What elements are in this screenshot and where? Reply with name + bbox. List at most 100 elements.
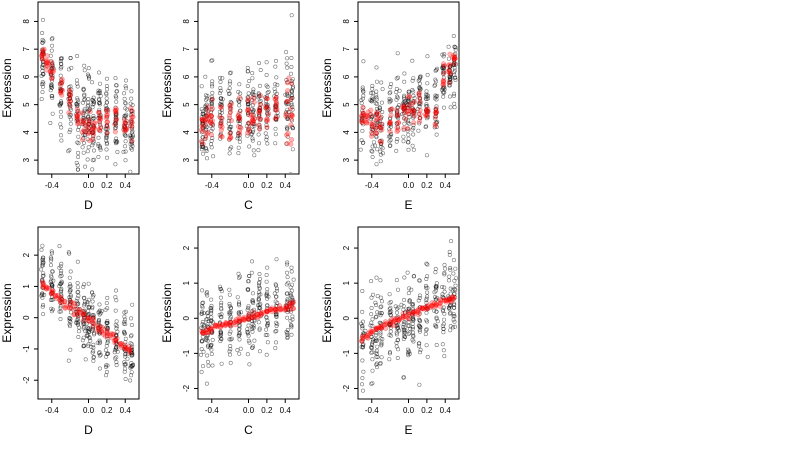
observed-point xyxy=(288,323,293,328)
observed-point xyxy=(58,133,63,138)
fitted-point xyxy=(440,82,446,88)
observed-point xyxy=(410,330,415,335)
observed-point xyxy=(218,314,223,319)
fitted-point xyxy=(199,116,205,122)
observed-point xyxy=(378,330,383,335)
fitted-point xyxy=(451,56,457,62)
observed-point xyxy=(264,135,269,140)
observed-point xyxy=(40,277,45,282)
observed-point xyxy=(123,158,128,163)
x-axis-label: D xyxy=(84,198,93,212)
observed-point xyxy=(388,122,393,127)
fitted-point xyxy=(428,304,434,310)
observed-point xyxy=(98,147,103,152)
observed-point xyxy=(85,315,90,320)
observed-point xyxy=(433,111,438,116)
observed-point xyxy=(204,97,209,102)
observed-point xyxy=(256,141,261,146)
observed-point xyxy=(130,302,135,307)
fitted-point xyxy=(79,110,86,116)
observed-point xyxy=(218,133,223,138)
observed-point xyxy=(387,357,392,362)
observed-point xyxy=(400,314,405,319)
fitted-point xyxy=(373,327,379,333)
observed-point xyxy=(360,87,365,92)
fitted-point xyxy=(411,120,417,126)
observed-point xyxy=(75,280,80,285)
fitted-point xyxy=(285,88,291,94)
observed-point xyxy=(81,295,86,300)
observed-point xyxy=(285,107,290,112)
observed-point xyxy=(257,276,262,281)
observed-point xyxy=(85,332,90,337)
observed-point xyxy=(452,101,457,106)
observed-point xyxy=(369,345,374,350)
observed-point xyxy=(237,312,242,317)
fitted-point xyxy=(207,119,213,125)
observed-point xyxy=(210,337,215,342)
fitted-point xyxy=(104,330,110,336)
observed-point xyxy=(245,352,250,357)
observed-point xyxy=(440,342,445,347)
observed-point xyxy=(206,333,211,338)
observed-point xyxy=(257,271,262,276)
observed-point xyxy=(82,299,87,304)
fitted-point xyxy=(389,106,395,112)
fitted-point xyxy=(203,135,209,141)
fitted-point xyxy=(273,307,279,313)
observed-point xyxy=(454,276,458,281)
observed-point xyxy=(387,98,392,103)
fitted-point xyxy=(246,125,252,131)
observed-point xyxy=(246,313,251,318)
fitted-point xyxy=(452,56,458,62)
observed-point xyxy=(80,145,85,150)
observed-point xyxy=(409,110,414,115)
observed-point xyxy=(87,122,92,127)
observed-point xyxy=(425,274,430,279)
observed-point xyxy=(273,107,278,112)
observed-point xyxy=(219,336,224,341)
observed-point xyxy=(377,311,382,316)
fitted-point xyxy=(58,300,64,306)
observed-point xyxy=(266,89,271,94)
fitted-point xyxy=(361,334,367,340)
fitted-point xyxy=(447,62,453,68)
observed-point xyxy=(67,322,72,327)
observed-point xyxy=(218,320,223,325)
observed-point xyxy=(86,128,91,133)
fitted-point xyxy=(283,111,289,117)
fitted-point xyxy=(273,96,279,102)
observed-point xyxy=(236,89,241,94)
fitted-point xyxy=(406,93,412,100)
fitted-point xyxy=(401,103,407,109)
observed-point xyxy=(81,110,86,115)
observed-point xyxy=(245,84,250,89)
observed-point xyxy=(401,134,406,139)
observed-point xyxy=(395,75,400,80)
observed-point xyxy=(370,368,375,373)
fitted-point xyxy=(232,322,238,328)
fitted-point xyxy=(245,108,251,114)
observed-point xyxy=(275,300,280,305)
fitted-point xyxy=(204,114,210,120)
observed-point xyxy=(199,369,204,374)
fitted-point xyxy=(223,320,229,326)
observed-point xyxy=(289,332,294,337)
observed-point xyxy=(97,120,102,125)
observed-point xyxy=(424,300,429,305)
fitted-point xyxy=(217,324,224,330)
observed-point xyxy=(75,296,80,301)
observed-point xyxy=(249,132,254,137)
observed-point xyxy=(286,109,291,114)
y-tick-label: -2 xyxy=(342,384,351,392)
observed-point xyxy=(204,129,209,134)
fitted-point xyxy=(414,308,420,314)
observed-point xyxy=(76,150,81,155)
observed-point xyxy=(227,116,232,121)
observed-point xyxy=(82,301,87,306)
observed-point xyxy=(252,116,257,121)
observed-point xyxy=(69,306,74,311)
observed-point xyxy=(288,172,293,173)
fitted-point xyxy=(199,330,206,336)
observed-point xyxy=(406,331,411,336)
